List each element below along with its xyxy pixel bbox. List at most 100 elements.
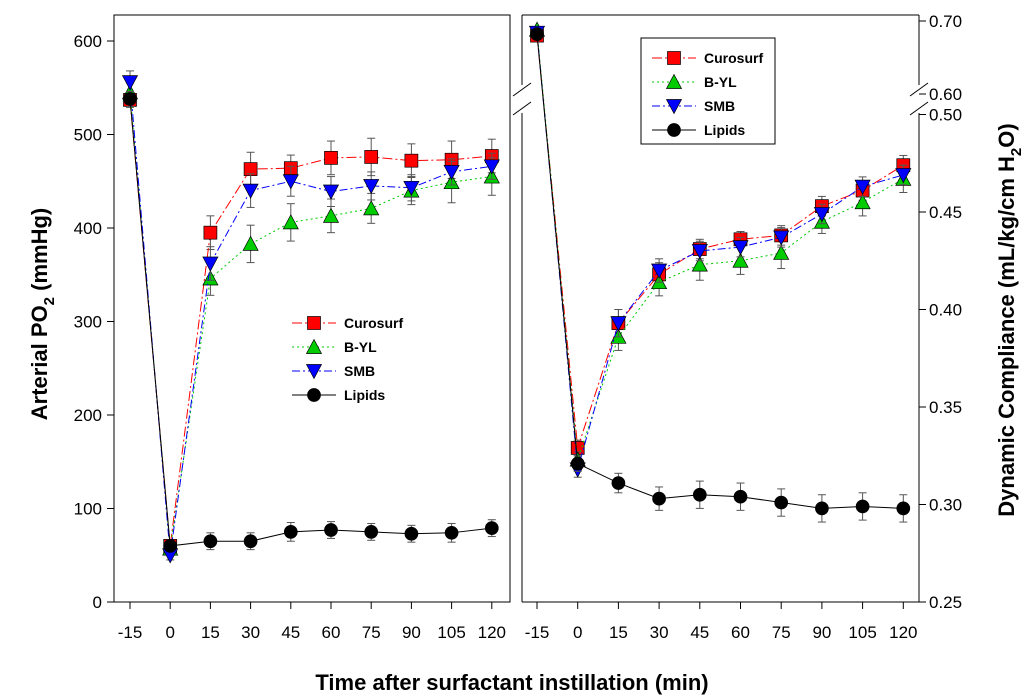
- right-axis-break-left: [512, 82, 532, 116]
- data-point: [691, 244, 708, 260]
- data-point: [813, 207, 830, 223]
- left-x-tick-label: 30: [241, 623, 260, 642]
- left-y-tick-label: 100: [74, 500, 102, 519]
- series-line: [536, 34, 904, 509]
- legend-marker: [665, 99, 683, 115]
- legend-label: Lipids: [344, 387, 385, 403]
- right-y-tick-label: 0.70: [929, 12, 962, 31]
- left-y-tick-label: 0: [93, 593, 102, 612]
- legend-label: SMB: [704, 98, 735, 114]
- left-x-tick-label: 60: [322, 623, 341, 642]
- data-point: [123, 92, 137, 106]
- left-legend-item-smb: SMB: [292, 363, 375, 380]
- data-point: [732, 240, 749, 256]
- data-point: [611, 476, 626, 490]
- legend-marker: [307, 388, 321, 402]
- left-x-tick-label: 45: [281, 623, 300, 642]
- right-x-tick-label: 15: [609, 623, 628, 642]
- legend-marker: [305, 364, 323, 380]
- data-point: [483, 159, 500, 175]
- data-point: [854, 194, 871, 210]
- right-chart-panel: 0.25 0.30 0.35 0.40 0.45 0.50 0.60 0.70 -15 0 15 30…: [512, 12, 962, 642]
- left-legend-item-lipids: Lipids: [292, 387, 385, 403]
- left-y-axis-title: Arterial PO2 (mmHg): [27, 208, 58, 421]
- data-point: [364, 150, 379, 164]
- right-y-tick-label: 0.40: [929, 301, 962, 320]
- right-legend-item-smb: SMB: [652, 98, 735, 115]
- right-legend-item-byl: B-YL: [652, 73, 737, 90]
- right-y-tick-label: 0.30: [929, 496, 962, 515]
- left-y-tick-label: 200: [74, 406, 102, 425]
- data-point: [732, 252, 749, 268]
- data-point: [203, 534, 218, 549]
- left-x-tick-label: 0: [165, 623, 174, 642]
- left-x-tick-label: -15: [118, 623, 143, 642]
- data-point: [484, 521, 499, 535]
- legend-label: B-YL: [704, 74, 737, 90]
- left-y-tick-label: 300: [74, 313, 102, 332]
- right-x-tick-label: -15: [525, 623, 550, 642]
- data-point: [404, 526, 419, 541]
- data-point: [242, 235, 259, 251]
- data-point: [443, 165, 460, 181]
- series-line: [536, 32, 904, 470]
- data-point: [363, 200, 380, 216]
- data-point: [404, 153, 419, 168]
- right-x-tick-label: 60: [731, 623, 750, 642]
- right-y-tick-label: 0.60: [929, 85, 962, 104]
- data-point: [403, 180, 420, 197]
- right-x-tick-label: 75: [772, 623, 791, 642]
- series-line: [129, 92, 492, 549]
- data-point: [733, 489, 748, 504]
- data-point: [203, 225, 218, 240]
- data-point: [163, 539, 178, 553]
- data-point: [773, 244, 790, 260]
- data-point: [283, 525, 298, 539]
- data-point: [363, 179, 380, 195]
- data-point: [530, 27, 544, 41]
- left-legend-item-curosurf: Curosurf: [292, 315, 403, 331]
- right-y-axis-title: Dynamic Compliance (mL/kg/cm H2O): [994, 123, 1024, 516]
- legend-marker: [305, 338, 323, 354]
- data-point: [444, 525, 459, 540]
- left-x-tick-label: 105: [437, 623, 465, 642]
- data-point: [322, 184, 340, 200]
- data-point: [815, 501, 829, 516]
- legend-marker: [307, 316, 321, 330]
- data-point: [691, 256, 708, 272]
- right-x-tick-label: 45: [690, 623, 709, 642]
- left-plot-frame: [113, 14, 511, 603]
- legend-label: B-YL: [344, 339, 377, 355]
- data-point: [324, 523, 338, 537]
- right-legend-item-lipids: Lipids: [652, 122, 745, 138]
- data-point: [855, 499, 870, 514]
- right-y-tick-label: 0.35: [929, 398, 962, 417]
- right-x-tick-label: 105: [848, 623, 876, 642]
- right-legend-item-curosurf: Curosurf: [652, 50, 763, 66]
- data-point: [773, 230, 790, 246]
- data-point: [895, 168, 912, 184]
- data-point: [282, 174, 299, 190]
- data-point: [570, 456, 585, 471]
- right-y-tick-label: 0.25: [929, 593, 962, 612]
- right-x-tick-label: 90: [812, 623, 831, 642]
- data-point: [322, 207, 340, 223]
- data-point: [774, 495, 789, 510]
- left-x-tick-label: 120: [478, 623, 506, 642]
- left-x-tick-label: 75: [362, 623, 381, 642]
- right-x-tick-label: 0: [573, 623, 582, 642]
- data-point: [121, 75, 139, 91]
- left-series-lipids: [123, 90, 499, 553]
- data-point: [202, 256, 219, 272]
- legend-marker: [665, 73, 683, 89]
- data-point: [692, 487, 707, 502]
- data-point: [364, 525, 379, 539]
- legend-label: SMB: [344, 363, 375, 379]
- left-y-tick-label: 500: [74, 126, 102, 145]
- right-y-tick-label: 0.45: [929, 203, 962, 222]
- left-x-tick-label: 15: [201, 623, 220, 642]
- right-series-lipids: [530, 27, 911, 523]
- data-point: [282, 214, 299, 230]
- data-point: [324, 151, 338, 165]
